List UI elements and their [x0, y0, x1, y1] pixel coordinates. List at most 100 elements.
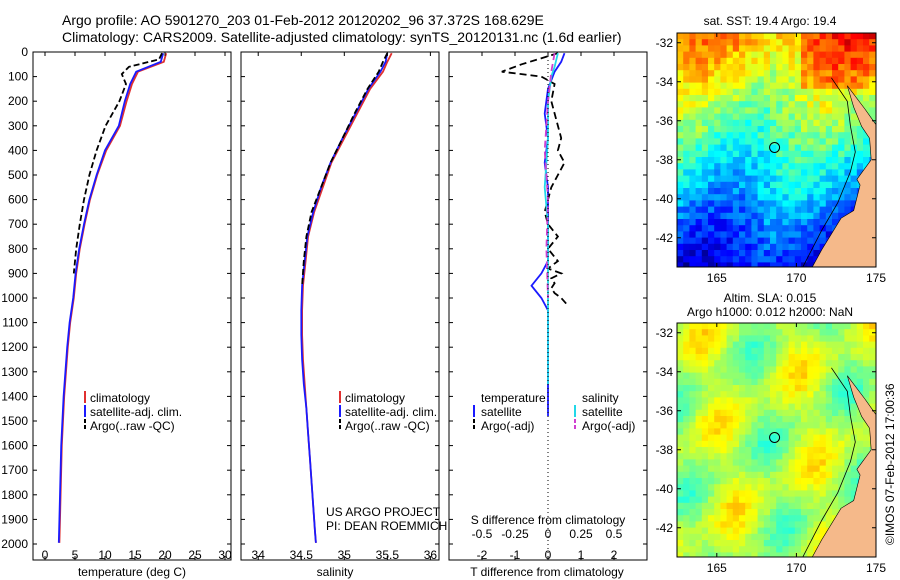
map-cell [689, 360, 696, 367]
map-cell [770, 323, 777, 330]
map-cell [677, 113, 684, 121]
map-cell [745, 250, 752, 257]
map-cell [770, 372, 777, 380]
map-cell [689, 347, 696, 355]
map-cell [788, 119, 796, 127]
map-cell [832, 329, 839, 336]
map-cell [850, 447, 858, 454]
map-cell [832, 416, 839, 423]
map-cell [813, 212, 820, 220]
map-cell [838, 150, 845, 158]
map-cell [788, 33, 796, 40]
map-cell [708, 546, 715, 553]
map-cell [807, 163, 814, 170]
map-cell [689, 416, 696, 423]
map-cell [801, 206, 808, 214]
map-cell [801, 212, 808, 220]
map-cell [732, 521, 740, 528]
pi-label: PI: DEAN ROEMMICH [326, 519, 447, 533]
map-cell [819, 391, 827, 398]
map-cell [726, 157, 734, 164]
map-cell [757, 471, 765, 479]
map-cell [813, 366, 820, 373]
map-cell [726, 250, 734, 257]
map-cell [869, 95, 876, 102]
map-cell [838, 175, 845, 183]
map-cell [708, 51, 715, 59]
map-cell [770, 250, 777, 257]
map-cell [739, 391, 746, 398]
map-cell [701, 329, 709, 336]
map-cell [683, 440, 690, 448]
s-tick-label: 0.25 [569, 527, 593, 541]
map-cell [677, 527, 684, 535]
map-cell [776, 256, 783, 263]
map-cell [807, 181, 814, 189]
map-cell [825, 138, 833, 145]
map-cell [757, 194, 765, 201]
map-cell [776, 428, 783, 435]
map-cell [714, 453, 721, 460]
map-cell [739, 347, 746, 355]
map-cell [714, 465, 721, 473]
map-cell [720, 132, 727, 139]
map-cell [726, 138, 734, 145]
map-cell [825, 471, 833, 479]
map-cell [695, 206, 703, 214]
map-cell [763, 51, 771, 59]
map-cell [763, 360, 771, 367]
map-cell [708, 157, 715, 164]
map-cell [782, 64, 789, 71]
map-cell [794, 347, 802, 355]
map-cell [819, 341, 827, 349]
map-cell [751, 51, 758, 59]
map-cell [695, 360, 703, 367]
map-cell [838, 206, 845, 214]
map-cell [701, 527, 709, 535]
map-cell [695, 107, 703, 114]
map-cell [720, 194, 727, 201]
sla-map [677, 323, 876, 557]
map-cell [757, 70, 765, 77]
map-cell [708, 212, 715, 220]
map-cell [732, 57, 740, 65]
map-cell [695, 219, 703, 226]
map-cell [825, 206, 833, 214]
map-cell [745, 478, 752, 485]
map-cell [844, 490, 851, 497]
map-cell [838, 76, 845, 83]
map-cell [695, 484, 703, 491]
map-cell [720, 225, 727, 232]
map-cell [695, 540, 703, 547]
map-cell [751, 515, 758, 522]
map-cell [832, 366, 839, 373]
map-cell [782, 527, 789, 535]
map-cell [850, 409, 858, 417]
map-cell [763, 57, 771, 65]
map-cell [714, 243, 721, 251]
map-cell [794, 409, 802, 417]
map-cell [819, 509, 827, 516]
map-cell [813, 219, 820, 226]
map-cell [850, 200, 858, 207]
map-cell [813, 250, 820, 257]
series-line-climatology [58, 52, 168, 543]
map-cell [757, 119, 765, 127]
map-cell [745, 126, 752, 133]
map-cell [714, 366, 721, 373]
map-cell [776, 107, 783, 114]
map-cell [751, 465, 758, 473]
map-cell [819, 366, 827, 373]
map-cell [788, 496, 796, 504]
map-cell [838, 453, 845, 460]
series-line-satellite-adj-clim- [57, 52, 165, 543]
map-cell [794, 206, 802, 214]
map-cell [794, 126, 802, 133]
map-cell [701, 231, 709, 238]
map-cell [732, 360, 740, 367]
map-cell [714, 188, 721, 195]
map-cell [788, 132, 796, 139]
map-cell [739, 385, 746, 392]
map-cell [782, 540, 789, 547]
map-cell [794, 33, 802, 40]
